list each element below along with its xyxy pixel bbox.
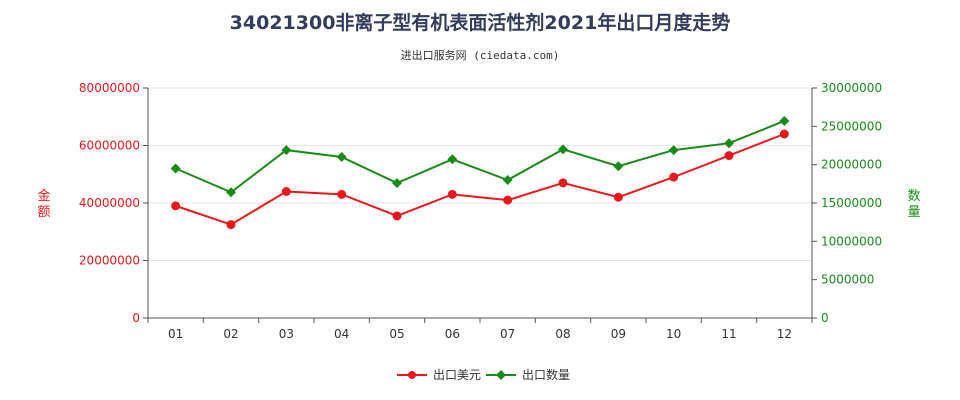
x-tick-label: 08 (555, 327, 570, 341)
data-point-series-1[interactable] (613, 192, 623, 202)
left-axis-title: 金额 (37, 188, 50, 220)
right-tick-label: 20000000 (821, 158, 882, 172)
left-tick-label: 0 (132, 311, 140, 325)
x-tick-label: 11 (721, 327, 736, 341)
data-point-series-1[interactable] (226, 220, 236, 230)
x-tick-label: 09 (611, 327, 626, 341)
data-point-series-2[interactable] (392, 178, 402, 189)
x-tick-label: 06 (445, 327, 460, 341)
data-point-series-1[interactable] (337, 189, 347, 199)
right-tick-label: 25000000 (821, 119, 882, 133)
legend-item-series-2[interactable]: 出口数量 (486, 367, 570, 382)
x-axis-ticks: 01 02 03 04 05 06 07 08 09 10 11 12 (147, 318, 813, 341)
data-point-series-2[interactable] (170, 163, 181, 174)
right-tick-label: 0 (821, 311, 829, 325)
left-tick-label: 80000000 (79, 81, 140, 95)
x-tick-label: 04 (334, 327, 349, 341)
left-tick-label: 60000000 (79, 139, 140, 153)
left-tick-label: 40000000 (79, 196, 140, 210)
x-tick-label: 12 (777, 327, 792, 341)
data-point-series-2[interactable] (724, 138, 734, 149)
right-tick-label: 5000000 (821, 273, 874, 287)
x-tick-label: 07 (500, 327, 515, 341)
data-point-series-1[interactable] (503, 195, 513, 205)
legend-marker-series-1 (408, 371, 416, 379)
x-tick-label: 03 (279, 327, 294, 341)
data-point-series-1[interactable] (724, 151, 734, 161)
data-point-series-1[interactable] (171, 201, 181, 211)
legend: 出口美元 出口数量 (397, 367, 570, 382)
data-point-series-2[interactable] (502, 175, 513, 185)
series-line-1 (175, 133, 785, 226)
data-point-series-1[interactable] (669, 172, 679, 182)
x-tick-label: 05 (389, 327, 404, 341)
chart-subtitle: 进出口服务网 (ciedata.com) (400, 49, 560, 62)
x-tick-label: 01 (168, 327, 183, 341)
data-point-series-2[interactable] (226, 187, 236, 198)
data-point-series-1[interactable] (447, 189, 457, 199)
data-point-series-2[interactable] (779, 115, 790, 126)
data-point-series-2[interactable] (447, 154, 458, 165)
series-line-2 (175, 120, 785, 194)
legend-label-series-2: 出口数量 (522, 367, 570, 382)
data-point-series-2[interactable] (613, 161, 624, 172)
series-layer (170, 115, 790, 230)
right-tick-label: 10000000 (821, 234, 882, 248)
x-tick-label: 02 (223, 327, 238, 341)
data-point-series-1[interactable] (558, 178, 568, 188)
right-axis-ticks: 0 5000000 10000000 15000000 20000000 25000000… (812, 81, 882, 325)
data-point-series-2[interactable] (558, 144, 568, 155)
chart-title: 34021300非离子型有机表面活性剂2021年出口月度走势 (229, 12, 731, 34)
left-axis-ticks: 0 20000000 40000000 60000000 80000000 (79, 81, 148, 325)
data-point-series-2[interactable] (336, 152, 347, 162)
legend-item-series-1[interactable]: 出口美元 (397, 368, 481, 382)
left-tick-label: 20000000 (79, 254, 140, 268)
data-point-series-2[interactable] (668, 145, 679, 156)
legend-marker-series-2 (496, 370, 506, 380)
right-tick-label: 15000000 (821, 196, 882, 210)
legend-label-series-1: 出口美元 (433, 368, 481, 382)
data-point-series-1[interactable] (779, 129, 789, 139)
right-axis-title: 数量 (907, 189, 920, 220)
data-point-series-1[interactable] (281, 187, 291, 196)
right-tick-label: 30000000 (821, 81, 882, 95)
x-tick-label: 10 (666, 327, 681, 341)
grid-lines (148, 87, 812, 261)
data-point-series-1[interactable] (392, 211, 402, 221)
data-point-series-2[interactable] (281, 145, 292, 156)
